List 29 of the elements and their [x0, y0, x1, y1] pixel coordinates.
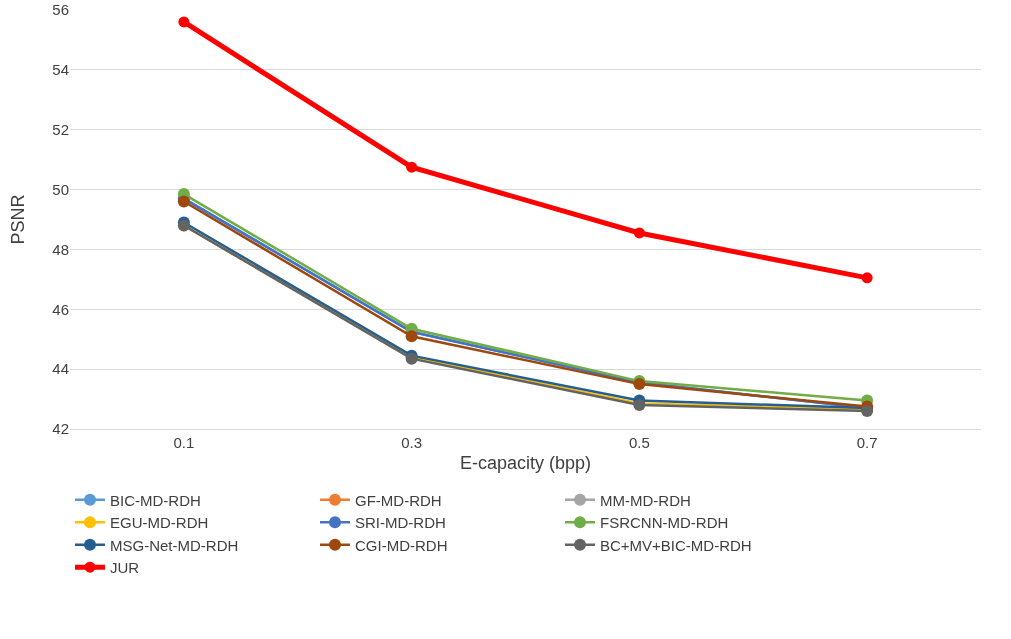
y-tick-label: 46 — [52, 300, 69, 318]
y-tick-label: 56 — [52, 1, 69, 19]
legend-label: FSRCNN-MD-RDH — [600, 514, 729, 532]
point — [178, 16, 190, 28]
point — [861, 272, 873, 284]
legend-label: MM-MD-RDH — [600, 491, 691, 509]
legend-label: JUR — [110, 559, 140, 577]
point — [633, 227, 645, 239]
legend-label: EGU-MD-RDH — [110, 514, 209, 532]
legend-label: BC+MV+BIC-MD-RDH — [600, 536, 752, 554]
y-tick-label: 48 — [52, 240, 69, 258]
legend-label: SRI-MD-RDH — [355, 514, 446, 532]
legend-label: MSG-Net-MD-RDH — [110, 536, 239, 554]
x-axis-title: E-capacity (bpp) — [459, 453, 592, 474]
y-tick-label: 54 — [52, 61, 69, 79]
legend-label: CGI-MD-RDH — [355, 536, 448, 554]
x-tick-label: 0.1 — [173, 434, 195, 451]
y-tick-label: 42 — [52, 420, 69, 438]
y-tick-label: 52 — [52, 120, 69, 138]
point — [405, 330, 418, 343]
x-tick-label: 0.5 — [628, 434, 650, 451]
legend-label: GF-MD-RDH — [355, 491, 442, 509]
y-tick-label: 44 — [52, 360, 69, 378]
x-tick-label: 0.7 — [856, 434, 878, 451]
y-tick-label: 50 — [52, 180, 69, 198]
x-tick-label: 0.3 — [401, 434, 423, 451]
point — [406, 161, 418, 173]
y-axis-title: PSNR — [8, 194, 28, 245]
legend-label: BIC-MD-RDH — [110, 491, 201, 509]
